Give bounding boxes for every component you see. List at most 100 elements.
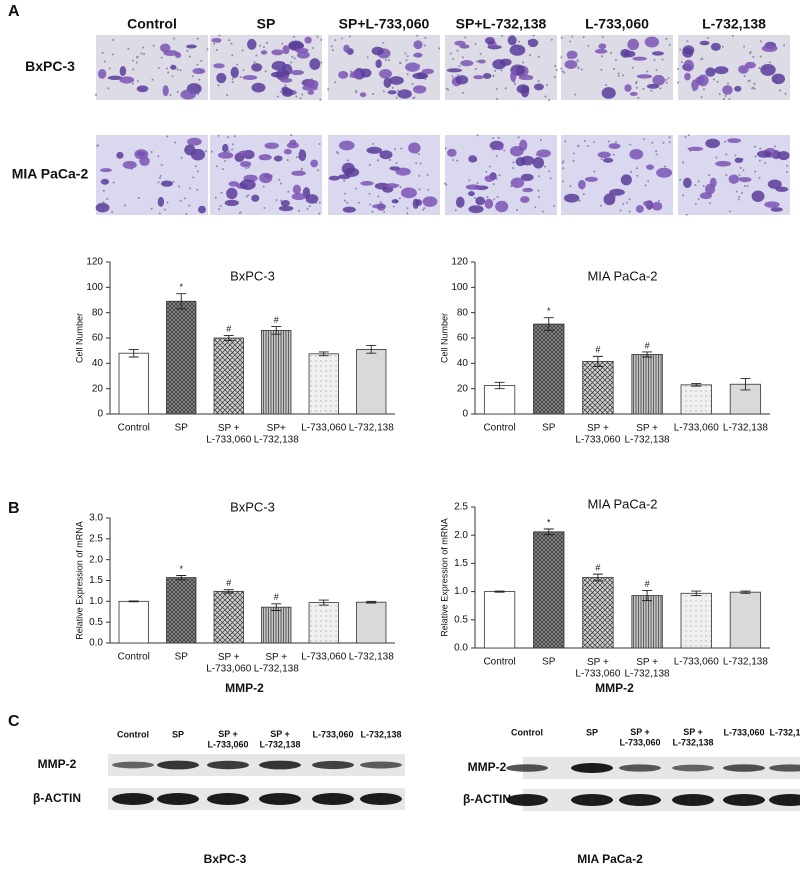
micrograph [560, 35, 673, 100]
significance-marker: # [274, 592, 279, 602]
pore [758, 176, 761, 179]
y-tick-label: 100 [451, 282, 468, 293]
pore [231, 54, 234, 57]
pore [500, 34, 503, 37]
pore [474, 43, 477, 46]
blot-band [506, 794, 548, 806]
y-tick-label: 0 [97, 409, 103, 420]
cell [603, 157, 614, 163]
blot-row-label: β-ACTIN [463, 792, 511, 806]
pore [644, 184, 647, 187]
significance-marker: # [274, 315, 279, 325]
pore [423, 44, 426, 47]
y-tick-label: 0.0 [454, 643, 468, 654]
pore [538, 175, 541, 178]
pore [102, 189, 105, 192]
pore [587, 145, 590, 148]
pore [368, 164, 371, 167]
pore [184, 197, 187, 200]
cell [296, 51, 310, 59]
cell [160, 180, 173, 187]
pore [233, 135, 236, 138]
cell [635, 205, 644, 213]
pore [192, 176, 195, 179]
pore [747, 80, 750, 83]
pore [754, 155, 757, 158]
pore [544, 95, 547, 98]
pore [214, 196, 217, 199]
bar [213, 590, 244, 644]
pore [406, 212, 409, 215]
y-axis-label: Cell Number [74, 313, 84, 363]
significance-marker: * [179, 564, 183, 574]
y-tick-label: 0.5 [89, 617, 103, 628]
pore [388, 59, 391, 62]
pore [447, 88, 450, 91]
pore [416, 34, 419, 37]
pore [112, 39, 115, 42]
row-label: BxPC-3 [25, 58, 75, 74]
cell [594, 48, 608, 54]
pore [724, 94, 727, 97]
x-tick-label: SP + L-733,060 [206, 423, 251, 446]
significance-marker: # [645, 579, 650, 589]
pore [555, 69, 558, 72]
pore [497, 136, 500, 139]
pore [510, 185, 513, 188]
pore [495, 155, 498, 158]
pore [746, 185, 749, 188]
cell [271, 60, 286, 71]
pore [742, 169, 745, 172]
pore [562, 160, 565, 163]
pore [642, 88, 645, 91]
micrograph [678, 134, 790, 216]
cell [384, 183, 399, 189]
pore [722, 98, 725, 101]
pore [534, 206, 537, 209]
cell [119, 65, 127, 77]
blot-band [769, 764, 800, 772]
x-tick-label: SP + L-732,138 [254, 652, 299, 675]
pore [647, 180, 650, 183]
pore [461, 91, 464, 94]
pore [400, 147, 403, 150]
pore [166, 67, 169, 70]
pore [449, 52, 452, 55]
cell [468, 155, 478, 163]
y-tick-label: 40 [457, 358, 469, 369]
pore [422, 208, 425, 211]
cell [251, 82, 266, 93]
pore [317, 169, 320, 172]
pore [650, 89, 653, 92]
cell [520, 173, 534, 182]
significance-marker: * [547, 306, 551, 316]
pore [176, 68, 179, 71]
x-tick-label: L-732,138 [349, 652, 394, 663]
pore [537, 189, 540, 192]
pore [758, 67, 761, 70]
pore [185, 213, 188, 216]
cell [644, 36, 660, 48]
pore [728, 98, 731, 101]
pore [200, 59, 203, 62]
blot-band [619, 794, 661, 806]
pore [231, 148, 234, 151]
pore [709, 202, 712, 205]
pore [136, 80, 139, 83]
cell [375, 59, 382, 69]
pore [492, 137, 495, 140]
pore [578, 199, 581, 202]
blot-column-label: L-732,138 [360, 729, 401, 739]
cell [400, 187, 417, 199]
pore [544, 165, 547, 168]
pore [498, 174, 501, 177]
pore [694, 202, 697, 205]
pore [366, 56, 369, 59]
error-bar [318, 599, 329, 606]
pore [245, 167, 248, 170]
blot-band [360, 761, 402, 769]
cell [510, 70, 517, 82]
pore [196, 37, 199, 40]
pore [377, 159, 380, 162]
pore [343, 179, 346, 182]
